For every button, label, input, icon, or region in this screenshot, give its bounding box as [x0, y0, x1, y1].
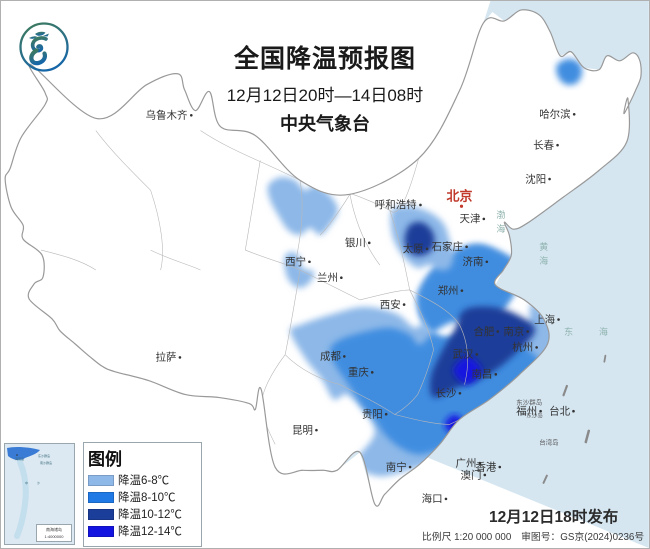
svg-text:南京: 南京 — [503, 325, 524, 338]
svg-text:长春: 长春 — [533, 139, 554, 151]
svg-text:石家庄: 石家庄 — [432, 240, 463, 253]
svg-text:中: 中 — [25, 480, 28, 485]
svg-text:海口: 海口 — [422, 492, 443, 505]
svg-text:台湾岛: 台湾岛 — [539, 437, 558, 446]
svg-text:南昌: 南昌 — [471, 368, 492, 381]
svg-text:海南岛: 海南岛 — [15, 456, 24, 461]
svg-text:南宁: 南宁 — [386, 460, 407, 473]
svg-text:西宁: 西宁 — [285, 255, 306, 268]
svg-text:南沙群岛: 南沙群岛 — [40, 460, 52, 465]
svg-text:合肥: 合肥 — [473, 325, 494, 338]
svg-text:沈阳: 沈阳 — [525, 172, 546, 185]
svg-text:台北: 台北 — [549, 404, 570, 417]
svg-text:上海: 上海 — [534, 313, 555, 326]
svg-text:东沙岛: 东沙岛 — [526, 411, 543, 419]
svg-text:郑州: 郑州 — [438, 284, 459, 297]
svg-text:海: 海 — [496, 223, 505, 234]
svg-text:渤: 渤 — [496, 209, 505, 220]
svg-text:太原: 太原 — [403, 242, 424, 255]
svg-text:沙: 沙 — [37, 481, 40, 485]
svg-text:海: 海 — [599, 326, 608, 337]
svg-text:昆明: 昆明 — [292, 424, 313, 436]
svg-text:西安: 西安 — [380, 298, 401, 311]
svg-text:银川: 银川 — [345, 236, 366, 249]
svg-text:海: 海 — [539, 255, 548, 266]
svg-text:济南: 济南 — [462, 255, 483, 268]
svg-text:武汉: 武汉 — [453, 348, 474, 361]
svg-text:天津: 天津 — [460, 213, 481, 225]
svg-text:东沙群岛: 东沙群岛 — [516, 398, 542, 407]
svg-text:拉萨: 拉萨 — [156, 351, 177, 364]
svg-text:兰州: 兰州 — [317, 271, 338, 284]
svg-text:长沙: 长沙 — [436, 388, 457, 400]
svg-text:北京: 北京 — [447, 188, 473, 203]
svg-text:贵阳: 贵阳 — [362, 407, 383, 420]
svg-text:呼和浩特: 呼和浩特 — [375, 199, 417, 211]
svg-text:重庆: 重庆 — [348, 366, 369, 379]
svg-text:杭州: 杭州 — [512, 341, 533, 354]
svg-text:黄: 黄 — [539, 241, 548, 252]
svg-text:广州: 广州 — [456, 457, 477, 469]
svg-text:东沙群岛: 东沙群岛 — [38, 453, 50, 458]
svg-text:成都: 成都 — [320, 351, 341, 363]
svg-text:澳门: 澳门 — [461, 468, 482, 481]
svg-text:东: 东 — [564, 326, 573, 337]
